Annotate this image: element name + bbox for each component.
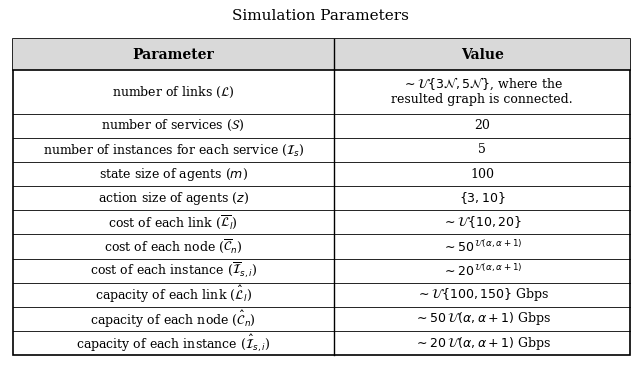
Text: 100: 100 <box>470 168 494 181</box>
Text: Parameter: Parameter <box>132 48 214 61</box>
Text: 5: 5 <box>478 144 486 157</box>
Text: $\{3, 10\}$: $\{3, 10\}$ <box>459 190 506 206</box>
Text: Simulation Parameters: Simulation Parameters <box>232 9 408 23</box>
Text: number of links ($\mathcal{L}$): number of links ($\mathcal{L}$) <box>112 84 235 100</box>
Text: $\sim \mathcal{U}\{3\mathcal{N}, 5\mathcal{N}\}$, where the: $\sim \mathcal{U}\{3\mathcal{N}, 5\mathc… <box>402 76 563 92</box>
Text: Value: Value <box>461 48 504 61</box>
Text: capacity of each node ($\hat{\mathcal{C}}_n$): capacity of each node ($\hat{\mathcal{C}… <box>90 309 256 330</box>
Text: number of services ($\mathcal{S}$): number of services ($\mathcal{S}$) <box>102 118 245 133</box>
Text: state size of agents ($m$): state size of agents ($m$) <box>99 166 248 183</box>
Text: cost of each link ($\overline{\mathcal{L}}_l$): cost of each link ($\overline{\mathcal{L… <box>108 214 238 231</box>
Text: capacity of each link ($\hat{\mathcal{L}}_l$): capacity of each link ($\hat{\mathcal{L}… <box>95 284 252 305</box>
Bar <box>13 39 630 70</box>
Text: $\sim \mathcal{U}\{100, 150\}$ Gbps: $\sim \mathcal{U}\{100, 150\}$ Gbps <box>415 286 549 303</box>
Text: $\sim 20^{\,\mathcal{U}(\alpha,\alpha+1)}$: $\sim 20^{\,\mathcal{U}(\alpha,\alpha+1)… <box>442 263 522 279</box>
Text: action size of agents ($z$): action size of agents ($z$) <box>98 190 249 207</box>
Text: resulted graph is connected.: resulted graph is connected. <box>392 93 573 106</box>
Text: $\sim 50^{\,\mathcal{U}(\alpha,\alpha+1)}$: $\sim 50^{\,\mathcal{U}(\alpha,\alpha+1)… <box>442 239 522 255</box>
Text: cost of each instance ($\overline{\mathcal{I}}_{s,i}$): cost of each instance ($\overline{\mathc… <box>90 261 257 280</box>
Text: capacity of each instance ($\hat{\mathcal{I}}_{s,i}$): capacity of each instance ($\hat{\mathca… <box>76 333 271 354</box>
Text: number of instances for each service ($\mathcal{I}_s$): number of instances for each service ($\… <box>43 142 304 158</box>
Text: $\sim 20\,\mathcal{U}(\alpha, \alpha+1)$ Gbps: $\sim 20\,\mathcal{U}(\alpha, \alpha+1)$… <box>413 334 551 352</box>
Text: $\sim \mathcal{U}\{10, 20\}$: $\sim \mathcal{U}\{10, 20\}$ <box>442 215 522 231</box>
Text: $\sim 50\,\mathcal{U}(\alpha, \alpha+1)$ Gbps: $\sim 50\,\mathcal{U}(\alpha, \alpha+1)$… <box>413 310 551 327</box>
Text: cost of each node ($\overline{\mathcal{C}}_n$): cost of each node ($\overline{\mathcal{C… <box>104 238 243 255</box>
Text: 20: 20 <box>474 120 490 132</box>
